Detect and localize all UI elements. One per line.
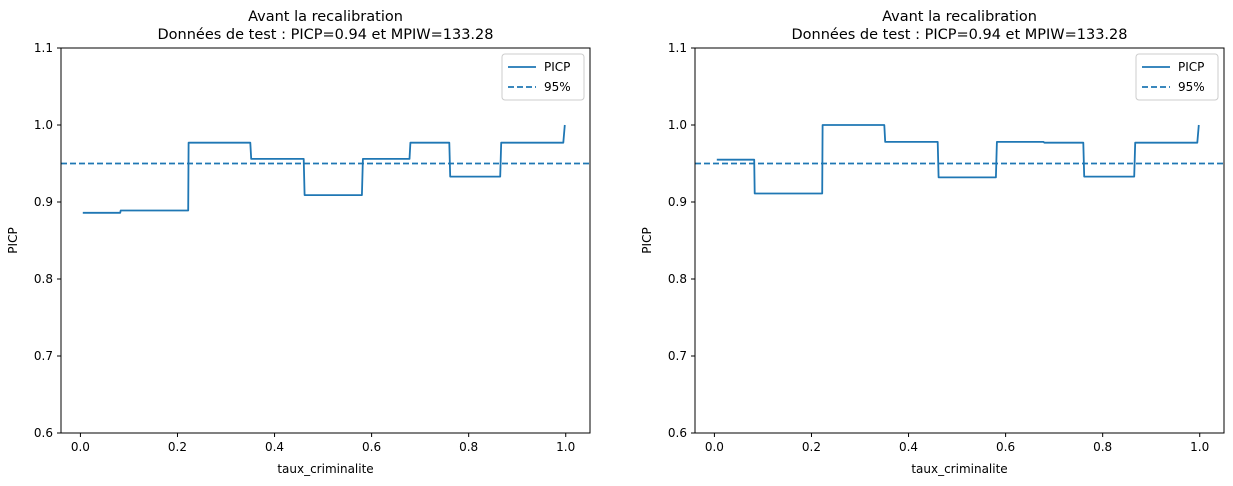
y-tick-label: 1.1: [668, 41, 687, 55]
x-axis-label: taux_criminalite: [911, 462, 1007, 476]
y-tick-label: 0.6: [668, 426, 687, 440]
y-tick-label: 0.8: [34, 272, 53, 286]
legend: PICP 95%: [1135, 53, 1219, 101]
y-axis-label: PICP: [6, 227, 20, 253]
x-tick-label: 1.0: [1190, 440, 1209, 454]
y-axis-label: PICP: [640, 227, 654, 253]
x-tick-label: 0.0: [705, 440, 724, 454]
legend-box: [501, 53, 585, 101]
legend-label: 95%: [1178, 80, 1205, 94]
legend-label: PICP: [544, 60, 570, 74]
y-tick-label: 1.1: [34, 41, 53, 55]
chart-title-line-2: Données de test : PICP=0.94 et MPIW=133.…: [157, 27, 493, 43]
x-tick-label: 0.6: [362, 440, 381, 454]
x-tick-label: 0.0: [71, 440, 90, 454]
y-tick-label: 0.7: [34, 349, 53, 363]
legend-label: 95%: [544, 80, 571, 94]
legend: PICP 95%: [501, 53, 585, 101]
x-tick-label: 0.4: [899, 440, 918, 454]
series-line-picp: [82, 124, 566, 214]
chart-title-line-2: Données de test : PICP=0.94 et MPIW=133.…: [791, 27, 1127, 43]
y-tick-label: 0.9: [34, 195, 53, 209]
chart-panel-1: Avant la recalibration Données de test : …: [6, 9, 591, 476]
x-tick-label: 0.8: [1093, 440, 1112, 454]
chart-panel-2: Avant la recalibration Données de test : …: [640, 9, 1225, 476]
y-tick-label: 0.9: [668, 195, 687, 209]
x-tick-label: 0.6: [996, 440, 1015, 454]
axes-frame: [694, 47, 1225, 434]
x-tick-label: 0.2: [168, 440, 187, 454]
x-tick-label: 1.0: [556, 440, 575, 454]
x-tick-label: 0.4: [265, 440, 284, 454]
x-tick-label: 0.2: [802, 440, 821, 454]
y-tick-label: 1.0: [34, 118, 53, 132]
legend-label: PICP: [1178, 60, 1204, 74]
x-axis-label: taux_criminalite: [277, 462, 373, 476]
y-tick-label: 0.7: [668, 349, 687, 363]
y-tick-label: 1.0: [668, 118, 687, 132]
y-tick-label: 0.6: [34, 426, 53, 440]
y-tick-label: 0.8: [668, 272, 687, 286]
chart-title-line-1: Avant la recalibration: [248, 9, 403, 25]
axes-frame: [60, 47, 591, 434]
x-tick-label: 0.8: [459, 440, 478, 454]
legend-box: [1135, 53, 1219, 101]
series-line-picp: [716, 124, 1200, 195]
chart-title-line-1: Avant la recalibration: [882, 9, 1037, 25]
